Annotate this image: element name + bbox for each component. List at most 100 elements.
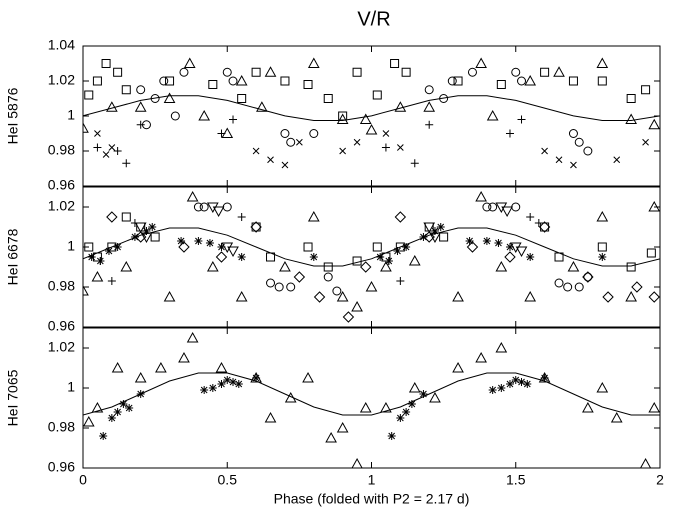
marker-triangle: [307, 210, 320, 222]
marker-asterisk: [130, 233, 139, 241]
marker-triangle-down: [423, 222, 436, 234]
marker-triangle: [302, 371, 314, 383]
y-tick-label: 1.02: [48, 198, 75, 214]
marker-square: [554, 252, 564, 262]
marker-asterisk: [107, 414, 116, 422]
marker-triangle: [91, 270, 104, 282]
marker-circle: [583, 146, 593, 156]
marker-circle: [274, 282, 284, 292]
marker-cross: [252, 147, 260, 155]
marker-asterisk: [87, 253, 96, 261]
marker-square: [150, 232, 160, 242]
marker-cross: [555, 156, 563, 164]
marker-asterisk: [505, 243, 514, 251]
marker-asterisk: [517, 378, 526, 386]
marker-triangle: [596, 57, 609, 68]
marker-plus: [229, 115, 238, 124]
marker-triangle: [610, 411, 623, 423]
marker-diamond: [631, 281, 643, 293]
marker-circle: [286, 137, 296, 147]
plot-frame: [82, 327, 661, 469]
y-tick-label: 1: [67, 107, 75, 123]
marker-triangle: [408, 381, 421, 393]
marker-circle: [199, 202, 209, 212]
marker-triangle: [336, 421, 349, 433]
marker-asterisk: [465, 237, 474, 245]
marker-asterisk: [511, 376, 520, 384]
marker-triangle: [178, 351, 190, 363]
marker-triangle: [83, 415, 95, 427]
marker-diamond: [648, 291, 660, 303]
marker-diamond: [538, 221, 551, 233]
marker-diamond: [602, 291, 614, 303]
marker-circle: [280, 129, 290, 138]
marker-square: [626, 94, 636, 103]
y-axis-label: HeI 6678: [5, 228, 21, 285]
fit-line: [83, 95, 660, 122]
y-axis-label: HeI 7065: [5, 369, 21, 426]
marker-circle: [568, 129, 578, 138]
marker-triangle: [83, 122, 89, 133]
marker-circle: [574, 282, 584, 292]
marker-triangle-down: [501, 206, 513, 218]
y-tick-label: 0.96: [48, 459, 75, 475]
marker-asterisk: [494, 239, 503, 247]
marker-asterisk: [387, 432, 396, 440]
marker-asterisk: [598, 253, 607, 261]
marker-triangle: [596, 381, 609, 393]
marker-plus: [217, 129, 226, 138]
marker-asterisk: [96, 257, 105, 265]
marker-triangle: [365, 123, 378, 135]
marker-square: [597, 76, 607, 86]
x-tick-label: 1: [368, 472, 376, 488]
marker-cross: [642, 138, 649, 146]
marker-plus: [381, 143, 390, 152]
marker-triangle: [365, 280, 378, 292]
marker-triangle: [198, 109, 211, 121]
marker-cross: [570, 161, 577, 169]
y-tick-label: 1: [67, 379, 75, 395]
marker-square: [641, 85, 651, 95]
marker-square: [121, 85, 131, 95]
x-axis-label: Phase (folded with P2 = 2.17 d): [274, 491, 470, 507]
marker-diamond: [313, 291, 326, 303]
marker-diamond: [423, 231, 435, 243]
marker-circle: [136, 85, 146, 95]
marker-circle: [193, 202, 203, 212]
marker-cross: [102, 151, 110, 158]
marker-triangle: [359, 401, 372, 413]
marker-triangle: [134, 101, 147, 112]
marker-circle: [323, 272, 333, 282]
x-tick-label: 0: [79, 472, 87, 488]
marker-asterisk: [540, 374, 549, 382]
marker-circle: [511, 67, 521, 77]
marker-circle: [222, 67, 232, 77]
marker-triangle: [264, 411, 277, 423]
marker-diamond: [582, 271, 594, 283]
marker-triangle: [648, 118, 660, 130]
marker-cross: [108, 144, 116, 151]
marker-asterisk: [194, 237, 203, 245]
marker-diamond: [394, 211, 407, 223]
x-tick-label: 2: [656, 472, 664, 488]
y-tick-label: 1.04: [48, 37, 75, 53]
marker-plus: [93, 143, 102, 152]
marker-triangle: [625, 290, 637, 302]
marker-triangle: [351, 300, 363, 312]
y-tick-label: 0.96: [48, 177, 75, 193]
y-tick-label: 1: [67, 238, 75, 254]
marker-triangle: [452, 361, 464, 373]
marker-plus: [534, 219, 543, 227]
marker-asterisk: [402, 243, 411, 251]
marker-circle: [286, 282, 296, 292]
marker-square: [323, 262, 333, 272]
marker-triangle: [351, 457, 363, 468]
marker-asterisk: [505, 380, 514, 388]
marker-asterisk: [497, 384, 506, 392]
marker-cross: [339, 147, 347, 155]
marker-square: [401, 67, 411, 77]
marker-triangle: [186, 331, 199, 343]
marker-triangle: [325, 431, 337, 443]
marker-triangle-down: [212, 206, 225, 218]
marker-triangle: [495, 260, 508, 272]
